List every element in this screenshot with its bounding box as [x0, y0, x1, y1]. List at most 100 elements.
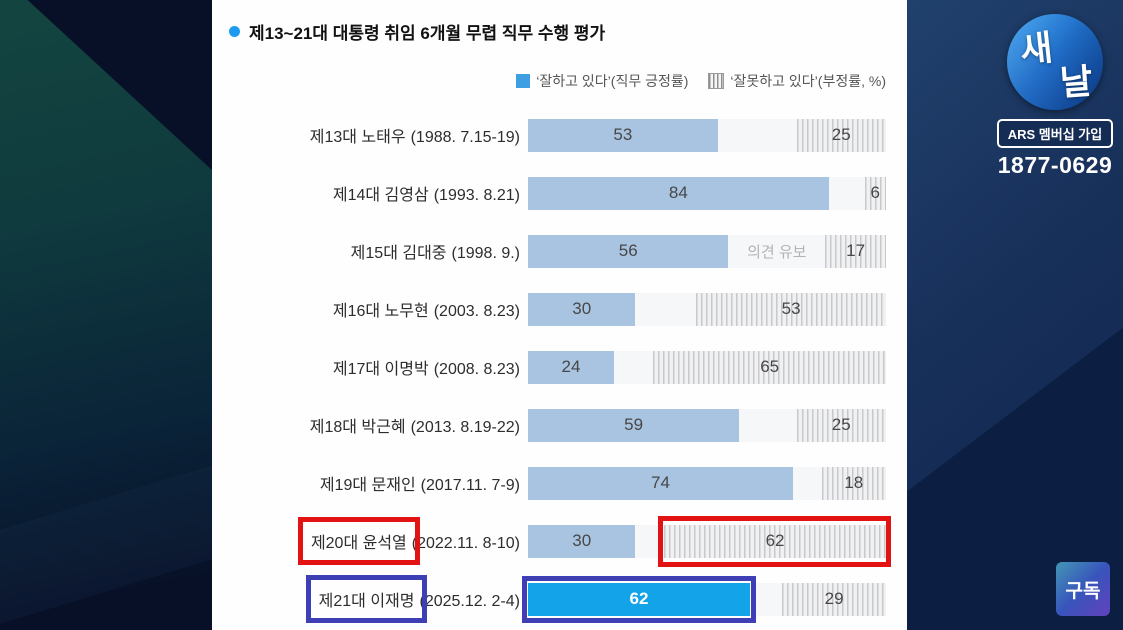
survey-date: (2003. 8.23) — [433, 303, 520, 320]
president-name-wrap: 제16대 노무현 — [333, 297, 429, 321]
positive-bar: 30 — [528, 524, 636, 558]
chart-row: 제21대 이재명 (2025.12. 2-4) 62 29 — [212, 570, 907, 628]
president-name: 제20대 윤석열 — [310, 535, 407, 552]
background-left — [0, 0, 212, 630]
chart-row: 제17대 이명박 (2008. 8.23) 24 65 — [212, 338, 907, 396]
negative-value: 6 — [870, 183, 880, 202]
chart-row: 제20대 윤석열 (2022.11. 8-10) 30 62 — [212, 512, 907, 570]
president-name-wrap: 제17대 이명박 — [333, 355, 429, 379]
president-name: 제14대 김영삼 — [332, 187, 429, 204]
positive-bar: 56 — [528, 234, 729, 268]
positive-bar: 84 — [528, 176, 829, 210]
row-label: 제21대 이재명 (2025.12. 2-4) — [212, 575, 528, 623]
legend-negative-label: ‘잘못하고 있다’(부정률, %) — [730, 73, 886, 89]
negative-bar: 6 — [864, 176, 886, 210]
negative-value: 25 — [831, 125, 851, 144]
bar-track: 30 53 — [528, 292, 886, 326]
chart-row: 제16대 노무현 (2003. 8.23) 30 53 — [212, 280, 907, 338]
negative-value: 25 — [831, 415, 851, 434]
negative-bar: 29 — [782, 582, 886, 616]
chart-rows: 제13대 노태우 (1988. 7.15-19) 53 25 제14대 김영삼 … — [212, 106, 907, 628]
legend-negative: ‘잘못하고 있다’(부정률, %) — [708, 71, 886, 91]
positive-value: 30 — [572, 299, 592, 318]
negative-value: 53 — [781, 299, 801, 318]
chart-row: 제15대 김대중 (1998. 9.) 56 의견 유보 17 — [212, 222, 907, 280]
bar-track: 59 25 — [528, 408, 886, 442]
positive-bar: 59 — [528, 408, 740, 442]
president-name-wrap: 제19대 문재인 — [320, 471, 416, 495]
president-name-wrap: 제13대 노태우 — [310, 123, 406, 147]
positive-bar: 24 — [528, 350, 614, 384]
legend-positive: ‘잘하고 있다’(직무 긍정률) — [516, 71, 688, 91]
middle-text: 의견 유보 — [747, 243, 807, 261]
negative-bar: 18 — [821, 466, 886, 500]
positive-value: 62 — [629, 589, 649, 608]
negative-bar: 25 — [796, 118, 886, 152]
bar-track: 24 65 — [528, 350, 886, 384]
positive-value: 53 — [613, 125, 633, 144]
station-branding: 새 날 ARS 멤버십 가입 1877-0629 — [990, 10, 1120, 179]
president-name: 제17대 이명박 — [332, 361, 429, 378]
negative-value: 17 — [846, 241, 866, 260]
survey-date: (2013. 8.19-22) — [410, 419, 520, 436]
negative-bar: 25 — [796, 408, 886, 442]
survey-date: (1988. 7.15-19) — [410, 129, 520, 146]
negative-bar: 53 — [696, 292, 886, 326]
president-name-wrap: 제14대 김영삼 — [333, 181, 429, 205]
ars-membership-badge: ARS 멤버십 가입 — [996, 119, 1114, 148]
positive-value: 24 — [561, 357, 581, 376]
bar-track: 30 62 — [528, 515, 891, 567]
survey-date: (1993. 8.21) — [433, 187, 520, 204]
president-name-wrap: 제15대 김대중 — [351, 239, 447, 263]
survey-date: (2022.11. 8-10) — [411, 535, 520, 552]
chart-row: 제13대 노태우 (1988. 7.15-19) 53 25 — [212, 106, 907, 164]
positive-value: 56 — [618, 241, 638, 260]
negative-value: 18 — [844, 473, 864, 492]
positive-value: 84 — [668, 183, 688, 202]
legend-positive-label: ‘잘하고 있다’(직무 긍정률) — [536, 73, 689, 89]
negative-value: 65 — [760, 357, 780, 376]
positive-swatch-icon — [516, 74, 531, 88]
president-name: 제16대 노무현 — [332, 303, 429, 320]
survey-date: (1998. 9.) — [451, 245, 520, 262]
row-label: 제15대 김대중 (1998. 9.) — [212, 239, 528, 263]
row-label: 제13대 노태우 (1988. 7.15-19) — [212, 123, 528, 147]
president-name: 제19대 문재인 — [319, 477, 416, 494]
positive-value: 74 — [650, 473, 670, 492]
logo-char-top: 새 — [1018, 28, 1055, 71]
chart-row: 제14대 김영삼 (1993. 8.21) 84 6 — [212, 164, 907, 222]
row-label: 제14대 김영삼 (1993. 8.21) — [212, 181, 528, 205]
negative-value: 62 — [765, 531, 785, 550]
president-name: 제18대 박근혜 — [309, 419, 406, 436]
survey-date: (2025.12. 2-4) — [419, 593, 520, 610]
logo-char-bottom: 날 — [1058, 61, 1094, 104]
president-name-wrap: 제20대 윤석열 — [297, 517, 420, 565]
negative-bar: 65 — [653, 350, 886, 384]
chart-legend: ‘잘하고 있다’(직무 긍정률) ‘잘못하고 있다’(부정률, %) — [212, 71, 907, 91]
bar-track: 56 의견 유보 17 — [528, 234, 886, 268]
positive-bar: 74 — [528, 466, 793, 500]
survey-date: (2008. 8.23) — [433, 361, 520, 378]
negative-value: 29 — [824, 589, 844, 608]
negative-bar: 17 — [825, 234, 886, 268]
bar-track: 53 25 — [528, 118, 886, 152]
president-name-wrap: 제21대 이재명 — [305, 575, 428, 623]
bar-track: 74 18 — [528, 466, 886, 500]
bar-track: 62 29 — [522, 575, 886, 623]
positive-value: 30 — [572, 531, 592, 550]
bar-track: 84 6 — [528, 176, 886, 210]
subscribe-button[interactable]: 구독 — [1056, 562, 1110, 616]
positive-bar: 30 — [528, 292, 636, 326]
positive-value: 59 — [624, 415, 644, 434]
chart-row: 제18대 박근혜 (2013. 8.19-22) 59 25 — [212, 396, 907, 454]
row-label: 제17대 이명박 (2008. 8.23) — [212, 355, 528, 379]
chart-title-row: 제13~21대 대통령 취임 6개월 무렵 직무 수행 평가 — [212, 0, 907, 44]
station-logo: 새 날 — [1007, 14, 1103, 110]
row-label: 제20대 윤석열 (2022.11. 8-10) — [212, 517, 528, 565]
president-name: 제13대 노태우 — [309, 129, 406, 146]
president-name: 제15대 김대중 — [350, 245, 447, 262]
positive-bar: 53 — [528, 118, 718, 152]
phone-number: 1877-0629 — [997, 152, 1113, 178]
row-label: 제18대 박근혜 (2013. 8.19-22) — [212, 413, 528, 437]
negative-bar: 62 — [664, 524, 886, 558]
